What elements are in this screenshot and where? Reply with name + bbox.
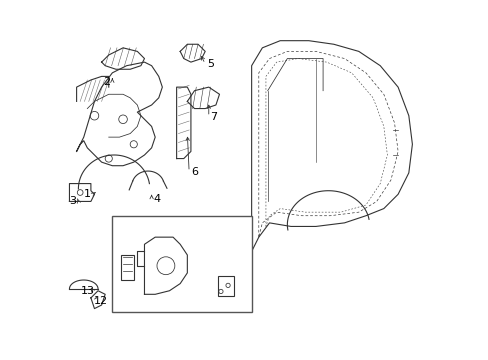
Text: 4: 4 (153, 194, 160, 203)
Text: 13: 13 (81, 287, 95, 296)
Text: 2: 2 (103, 77, 110, 87)
Text: 5: 5 (206, 59, 214, 69)
Text: 8: 8 (164, 299, 171, 309)
Text: 7: 7 (210, 112, 217, 122)
Bar (112, 216, 251, 312)
Text: 11: 11 (161, 238, 174, 248)
Text: 3: 3 (69, 197, 77, 206)
Bar (121, 255, 134, 280)
Text: 10: 10 (218, 265, 231, 275)
Text: 1: 1 (83, 189, 91, 199)
Bar (217, 276, 233, 296)
Text: 12: 12 (94, 296, 108, 306)
Text: 6: 6 (191, 167, 198, 177)
Text: 9: 9 (119, 241, 125, 251)
